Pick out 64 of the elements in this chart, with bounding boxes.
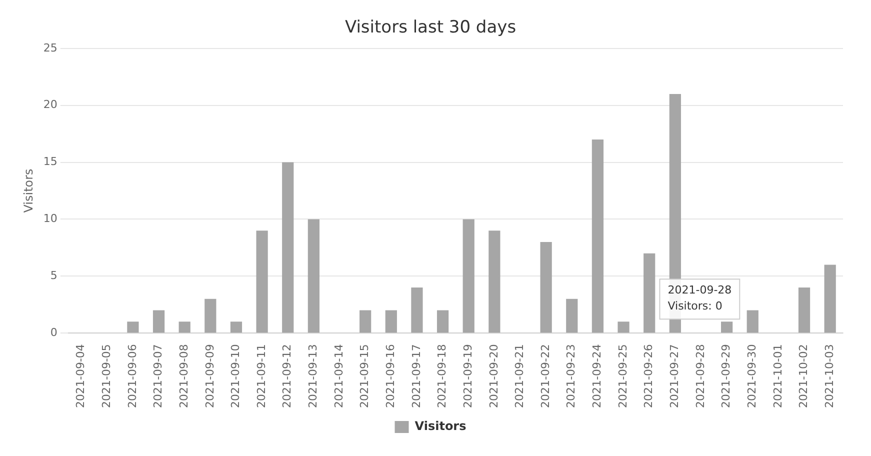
- y-tick-label: 0: [50, 326, 58, 339]
- bar: [566, 298, 578, 333]
- x-tick-label: 2021-09-19: [461, 344, 474, 408]
- bar: [308, 219, 320, 333]
- x-tick-label: 2021-09-20: [487, 344, 500, 408]
- bar: [436, 310, 449, 333]
- x-tick-label: 2021-09-23: [564, 344, 578, 408]
- bar: [411, 288, 423, 333]
- bar: [127, 322, 139, 333]
- x-tick-label: 2021-09-24: [590, 344, 604, 408]
- bar: [178, 322, 190, 333]
- y-tick-label: 20: [43, 98, 58, 112]
- y-tick-label: 25: [43, 41, 58, 54]
- annotation: Visitors: 0: [668, 299, 722, 312]
- x-tick-label: 2021-10-02: [797, 344, 810, 408]
- x-tick-label: 2021-09-09: [203, 344, 216, 408]
- bar: [644, 253, 656, 333]
- bar: [360, 310, 372, 333]
- x-tick-label: 2021-09-28: [694, 344, 707, 408]
- bar: [230, 322, 242, 333]
- y-tick-label: 15: [43, 155, 58, 168]
- chart-title: Visitors last 30 days: [344, 18, 516, 38]
- x-tick-label: 2021-09-26: [642, 344, 656, 408]
- x-tick-label: 2021-09-15: [358, 344, 372, 408]
- x-tick-label: 2021-09-12: [280, 344, 294, 408]
- bar: [256, 230, 268, 333]
- bar: [798, 288, 810, 333]
- x-tick-label: 2021-09-17: [410, 344, 423, 408]
- y-tick-label: 5: [50, 269, 58, 282]
- x-tick-label: 2021-09-29: [720, 344, 733, 408]
- bar: [721, 322, 733, 333]
- x-tick-label: 2021-09-10: [229, 344, 242, 408]
- x-tick-label: 2021-09-27: [668, 344, 682, 408]
- x-tick-label: 2021-09-04: [74, 344, 88, 408]
- x-tick-label: 2021-10-01: [771, 344, 784, 408]
- x-tick-label: 2021-09-18: [436, 344, 449, 408]
- bar: [540, 242, 552, 333]
- y-tick-label: 10: [43, 212, 58, 226]
- bar: [488, 230, 500, 333]
- x-tick-label: 2021-09-25: [616, 344, 630, 408]
- x-tick-label: 2021-09-07: [152, 344, 165, 408]
- x-tick-label: 2021-09-06: [126, 344, 139, 408]
- legend-label: Visitors: [414, 419, 466, 434]
- y-axis-title: Visitors: [21, 168, 36, 213]
- bar: [282, 162, 294, 333]
- bar: [152, 310, 165, 333]
- x-tick-label: 2021-09-21: [513, 344, 526, 408]
- x-tick-label: 2021-09-30: [745, 344, 758, 408]
- x-tick-label: 2021-09-08: [177, 344, 190, 408]
- bar: [618, 322, 630, 333]
- x-tick-label: 2021-09-16: [384, 344, 398, 408]
- x-tick-label: 2021-09-05: [100, 344, 113, 408]
- bar: [746, 310, 758, 333]
- x-tick-label: 2021-10-03: [822, 344, 836, 408]
- x-tick-label: 2021-09-22: [538, 344, 552, 408]
- bar: [204, 298, 216, 333]
- annotation: 2021-09-28: [668, 283, 732, 296]
- bar: [385, 310, 397, 333]
- bar: [592, 139, 604, 333]
- x-tick-label: 2021-09-11: [254, 344, 268, 408]
- x-tick-label: 2021-09-14: [332, 344, 346, 408]
- bar: [824, 264, 836, 333]
- bar: [462, 219, 474, 333]
- x-tick-label: 2021-09-13: [306, 344, 320, 408]
